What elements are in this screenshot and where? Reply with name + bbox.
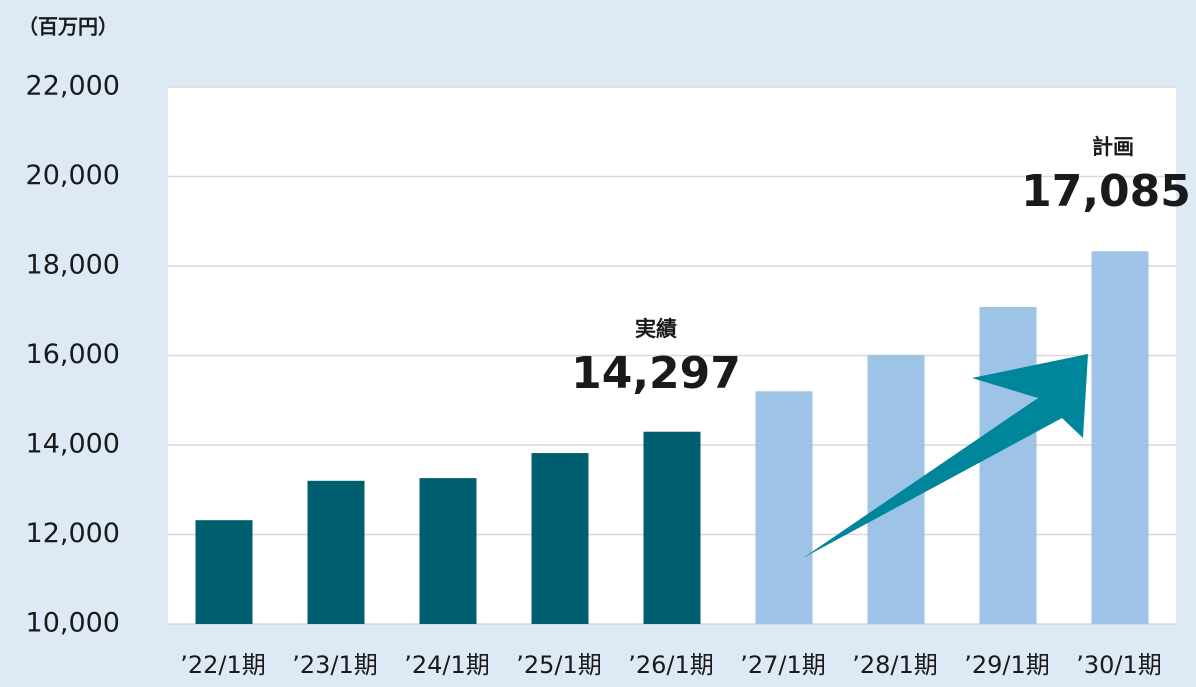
- x-tick-label: ’29/1期: [964, 651, 1050, 679]
- x-tick-label: ’26/1期: [628, 651, 714, 679]
- bar: [195, 520, 253, 624]
- annotation-value: 14,297: [571, 348, 741, 399]
- y-tick-label: 16,000: [26, 339, 120, 370]
- x-tick-label: ’22/1期: [180, 651, 266, 679]
- x-tick-label: ’27/1期: [740, 651, 826, 679]
- annotation-label: 実績: [635, 317, 677, 341]
- trend-arrow: [803, 354, 1088, 558]
- bar: [419, 478, 477, 624]
- bar: [979, 306, 1037, 624]
- bar: [531, 453, 589, 624]
- annotation-value: 17,085: [1021, 166, 1191, 217]
- y-tick-label: 10,000: [26, 608, 120, 639]
- bar: [755, 391, 813, 624]
- x-tick-label: ’23/1期: [292, 651, 378, 679]
- bar: [307, 480, 365, 624]
- bar: [643, 431, 701, 624]
- x-tick-label: ’25/1期: [516, 651, 602, 679]
- y-tick-label: 14,000: [26, 429, 120, 460]
- y-tick-label: 20,000: [26, 160, 120, 191]
- x-tick-label: ’30/1期: [1076, 651, 1162, 679]
- y-tick-label: 22,000: [26, 71, 120, 102]
- annotation-label: 計画: [1092, 135, 1134, 159]
- x-tick-label: ’24/1期: [404, 651, 490, 679]
- unit-label: （百万円）: [18, 15, 118, 39]
- y-tick-label: 18,000: [26, 250, 120, 281]
- bar: [1091, 251, 1149, 625]
- x-tick-label: ’28/1期: [852, 651, 938, 679]
- y-tick-label: 12,000: [26, 518, 120, 549]
